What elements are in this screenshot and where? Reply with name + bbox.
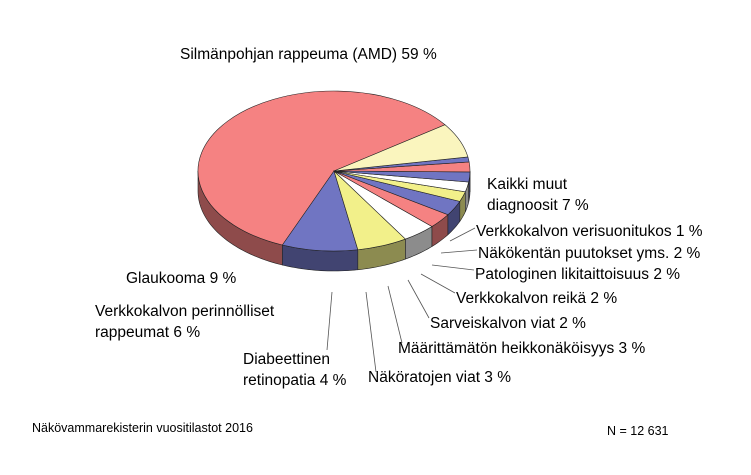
leader-line-verkkokalvon-verisuonitukos-1 (449, 227, 476, 242)
slice-label-nakokentan-puutokset-yms-2: Näkökentän puutokset yms. 2 % (478, 245, 701, 262)
source-note: Näkövammarekisterin vuositilastot 2016 (32, 421, 253, 435)
leader-line-maarittamaton-heikkonakoisyys-3 (387, 285, 403, 344)
slice-labels: Silmänpohjan rappeuma (AMD) 59 % Glaukoom… (95, 46, 703, 389)
leader-line-verkkokalvon-reika-2 (420, 273, 456, 294)
slice-label-verkkokalvon-perinnolliset-rappeumat-6: Verkkokalvon perinnölliset rappeumat 6 % (95, 303, 275, 341)
leader-line-diabeettinen-retinopatia-4 (326, 291, 333, 351)
slice-label-silmanpohjan-rappeuma-amd-59: Silmänpohjan rappeuma (AMD) 59 % (180, 46, 437, 63)
leader-line-sarveiskalvon-viat-2 (407, 279, 430, 319)
leader-lines (326, 227, 478, 373)
slice-silmanpohjan-rappeuma-amd-59 (197, 90, 446, 246)
pie-top (197, 90, 471, 252)
slice-label-diabeettinen-retinopatia-4: Diabeettinen retinopatia 4 % (243, 351, 347, 389)
slice-label-sarveiskalvon-viat-2: Sarveiskalvon viat 2 % (430, 315, 586, 332)
slice-label-verkkokalvon-verisuonitukos-1: Verkkokalvon verisuonitukos 1 % (476, 223, 703, 240)
slice-label-glaukooma-9: Glaukooma 9 % (126, 270, 236, 287)
slice-label-nakoratojen-viat-3: Näköratojen viat 3 % (368, 369, 511, 386)
slice-kaikki-muut-diagnoosit-7 (333, 124, 469, 172)
leader-line-nakoratojen-viat-3 (365, 291, 377, 373)
slice-label-patologinen-likitaittoisuus-2: Patologinen likitaittoisuus 2 % (475, 266, 680, 283)
sample-size: N = 12 631 (607, 424, 669, 438)
pie-sides (197, 170, 471, 272)
leader-line-nakokentan-puutokset-yms-2 (440, 249, 478, 254)
slice-label-maarittamaton-heikkonakoisyys-3: Määrittämätön heikkonäköisyys 3 % (398, 340, 645, 357)
slice-label-kaikki-muut-diagnoosit-7: Kaikki muut diagnoosit 7 % (487, 176, 589, 214)
slice-label-verkkokalvon-reika-2: Verkkokalvon reikä 2 % (456, 290, 617, 307)
leader-line-patologinen-likitaittoisuus-2 (431, 264, 475, 271)
